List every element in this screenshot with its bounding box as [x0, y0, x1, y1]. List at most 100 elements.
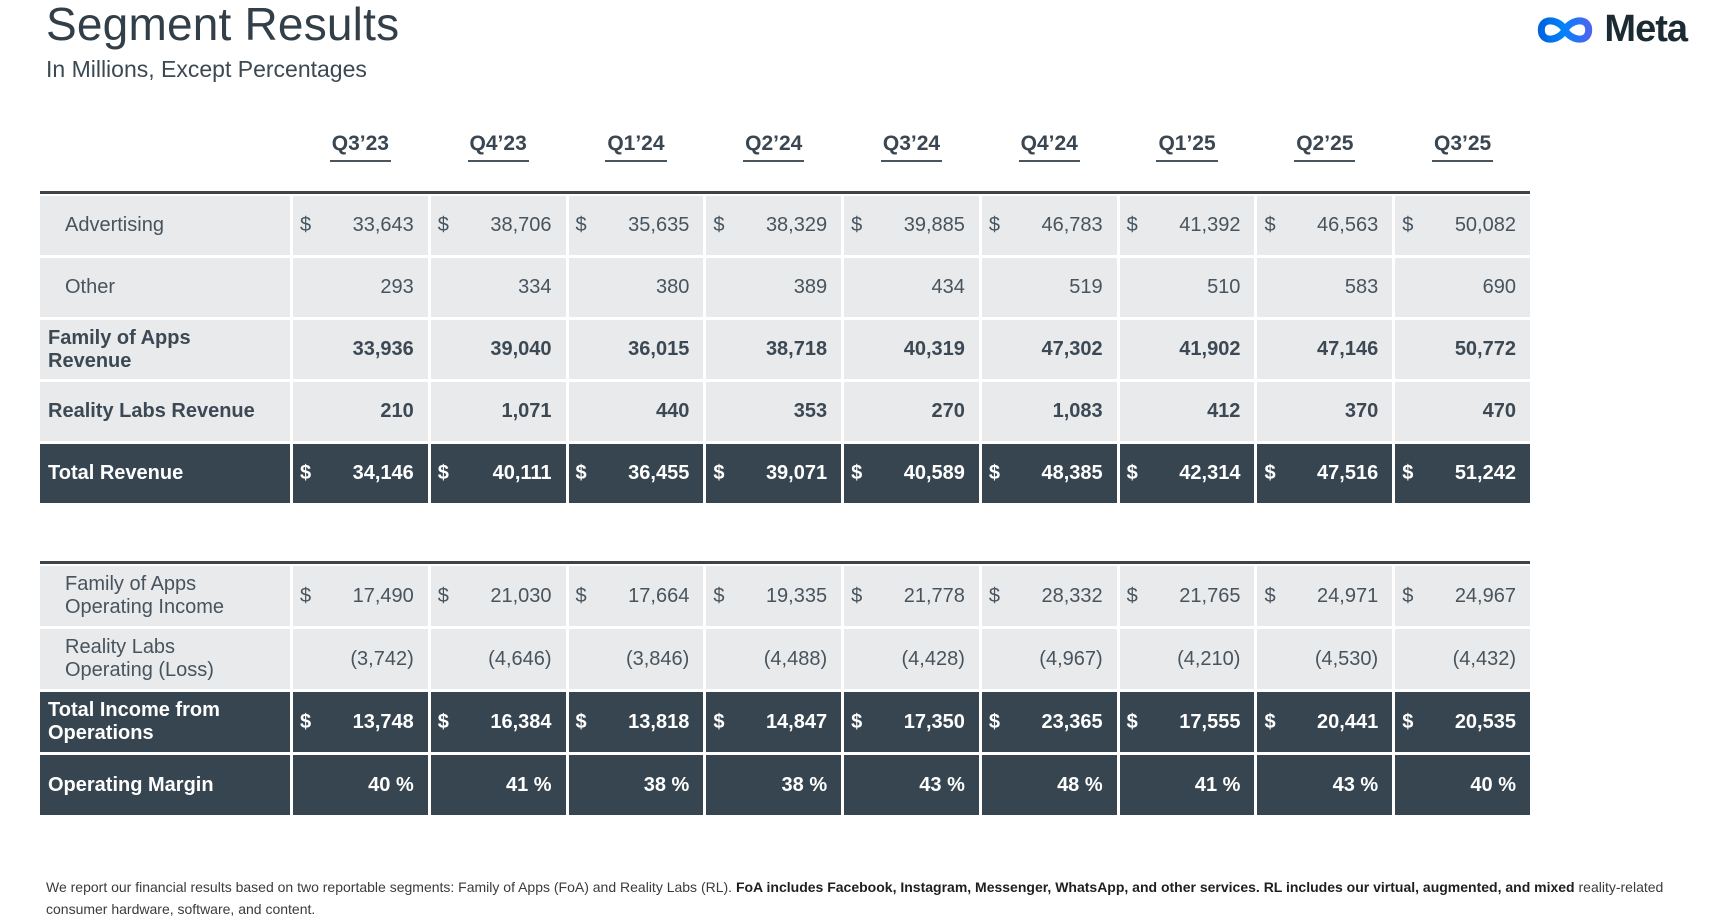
- cell-value: 34,146: [352, 462, 414, 484]
- value-cell: 440: [568, 382, 704, 441]
- dollar-sign: $: [575, 214, 587, 236]
- row-label: Total Income from Operations: [40, 692, 290, 752]
- value-cell: $20,535: [1395, 692, 1530, 752]
- cell-value: 41 %: [505, 773, 552, 796]
- value-cell: $23,365: [981, 692, 1117, 752]
- cell-value: 47,302: [1041, 338, 1103, 360]
- quarter-label: Q3’25: [1431, 132, 1494, 162]
- dollar-sign: $: [1126, 584, 1138, 607]
- cell-value: 33,936: [352, 338, 414, 360]
- dollar-sign: $: [1402, 710, 1414, 733]
- cell-value: (4,428): [901, 647, 965, 670]
- value-cell: 41 %: [430, 755, 566, 815]
- row-label: Reality Labs Revenue: [40, 382, 290, 441]
- quarter-header-q1-24: Q1’24: [569, 132, 704, 166]
- table-row-reality-labs-operating-loss: Reality Labs Operating (Loss) (3,742) (4,6…: [40, 629, 1530, 689]
- cell-value: 20,441: [1317, 710, 1379, 733]
- cell-value: 41 %: [1194, 773, 1241, 796]
- value-cell: 38 %: [568, 755, 704, 815]
- value-cell: $41,392: [1119, 196, 1255, 255]
- value-cell: 43 %: [1257, 755, 1393, 815]
- value-cell: $42,314: [1119, 444, 1255, 503]
- value-cell: (4,432): [1395, 629, 1530, 689]
- cell-value: 38,329: [765, 214, 828, 236]
- dollar-sign: $: [713, 214, 725, 236]
- value-cell: $28,332: [981, 566, 1117, 626]
- value-cell: 1,083: [981, 382, 1117, 441]
- quarter-label: Q1’24: [605, 132, 667, 162]
- quarter-header-q3-25: Q3’25: [1395, 132, 1530, 166]
- value-cell: $17,555: [1119, 692, 1255, 752]
- cell-value: 519: [1069, 276, 1103, 298]
- row-label: Other: [40, 258, 290, 317]
- cell-value: 510: [1207, 276, 1241, 298]
- dollar-sign: $: [300, 710, 312, 733]
- dollar-sign: $: [988, 710, 1000, 733]
- quarter-label: Q3’24: [880, 132, 943, 162]
- value-cell: 47,146: [1257, 320, 1393, 379]
- value-cell: $24,971: [1257, 566, 1393, 626]
- cell-value: 39,071: [765, 462, 828, 484]
- row-label: Family of Apps Revenue: [40, 320, 290, 379]
- value-cell: $39,885: [844, 196, 979, 255]
- dollar-sign: $: [1126, 214, 1138, 236]
- cell-value: 40,319: [903, 338, 965, 360]
- value-cell: (4,967): [981, 629, 1117, 689]
- dollar-sign: $: [851, 584, 863, 607]
- dollar-sign: $: [713, 710, 725, 733]
- cell-value: 16,384: [490, 710, 552, 733]
- table-row-family-of-apps-operating-income: Family of Apps Operating Income $17,490 $2…: [40, 566, 1530, 626]
- value-cell: 334: [430, 258, 566, 317]
- value-cell: $40,111: [430, 444, 566, 503]
- value-cell: $13,748: [293, 692, 428, 752]
- value-cell: 370: [1257, 382, 1393, 441]
- cell-value: 690: [1482, 276, 1516, 298]
- dollar-sign: $: [1264, 214, 1276, 236]
- cell-value: 50,082: [1454, 214, 1516, 236]
- value-cell: $33,643: [293, 196, 428, 255]
- value-cell: 38,718: [706, 320, 842, 379]
- value-cell: 40,319: [844, 320, 979, 379]
- value-cell: $21,030: [430, 566, 566, 626]
- value-cell: $17,490: [293, 566, 428, 626]
- cell-value: 17,350: [903, 710, 965, 733]
- quarter-header-q3-24: Q3’24: [844, 132, 979, 166]
- cell-value: 21,778: [903, 584, 965, 607]
- cell-value: 20,535: [1454, 710, 1516, 733]
- cell-value: 39,040: [490, 338, 552, 360]
- value-cell: (4,488): [706, 629, 842, 689]
- value-cell: $19,335: [706, 566, 842, 626]
- dollar-sign: $: [1402, 584, 1414, 607]
- dollar-sign: $: [1264, 710, 1276, 733]
- row-label: Total Revenue: [40, 444, 290, 503]
- cell-value: 21,030: [490, 584, 552, 607]
- cell-value: 370: [1344, 400, 1379, 422]
- value-cell: $17,664: [568, 566, 704, 626]
- value-cell: $39,071: [706, 444, 842, 503]
- cell-value: 43 %: [1332, 773, 1379, 796]
- value-cell: 389: [706, 258, 842, 317]
- cell-value: (4,646): [488, 647, 552, 670]
- value-cell: 40 %: [293, 755, 428, 815]
- row-label: Advertising: [40, 196, 290, 255]
- cell-value: (4,488): [763, 647, 828, 670]
- cell-value: 24,967: [1454, 584, 1516, 607]
- dollar-sign: $: [300, 214, 312, 236]
- value-cell: 519: [981, 258, 1117, 317]
- revenue-table: Advertising $33,643 $38,706 $35,635 $38,329 $…: [40, 191, 1530, 506]
- value-cell: $35,635: [568, 196, 704, 255]
- dollar-sign: $: [988, 214, 1000, 236]
- quarter-header-row: Q3’23 Q4’23 Q1’24 Q2’24 Q3’24 Q4’24 Q1’25 Q2’25…: [40, 126, 1530, 166]
- operating-table: Family of Apps Operating Income $17,490 $2…: [40, 561, 1530, 818]
- cell-value: 470: [1482, 400, 1516, 422]
- value-cell: $34,146: [293, 444, 428, 503]
- dollar-sign: $: [988, 584, 1000, 607]
- quarter-label: Q2’24: [743, 132, 805, 162]
- dollar-sign: $: [300, 462, 312, 484]
- cell-value: 40,111: [492, 462, 552, 484]
- dollar-sign: $: [437, 584, 449, 607]
- cell-value: 210: [380, 400, 414, 422]
- cell-value: 40 %: [368, 773, 414, 796]
- value-cell: (4,428): [844, 629, 979, 689]
- cell-value: 40,589: [903, 462, 965, 484]
